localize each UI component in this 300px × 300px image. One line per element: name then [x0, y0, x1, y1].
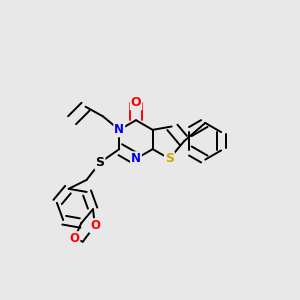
Text: O: O	[90, 219, 100, 232]
Text: O: O	[70, 232, 80, 245]
Text: N: N	[114, 123, 124, 136]
Text: N: N	[131, 152, 141, 165]
Text: O: O	[131, 96, 141, 110]
Text: S: S	[165, 152, 174, 165]
Text: S: S	[95, 156, 104, 169]
